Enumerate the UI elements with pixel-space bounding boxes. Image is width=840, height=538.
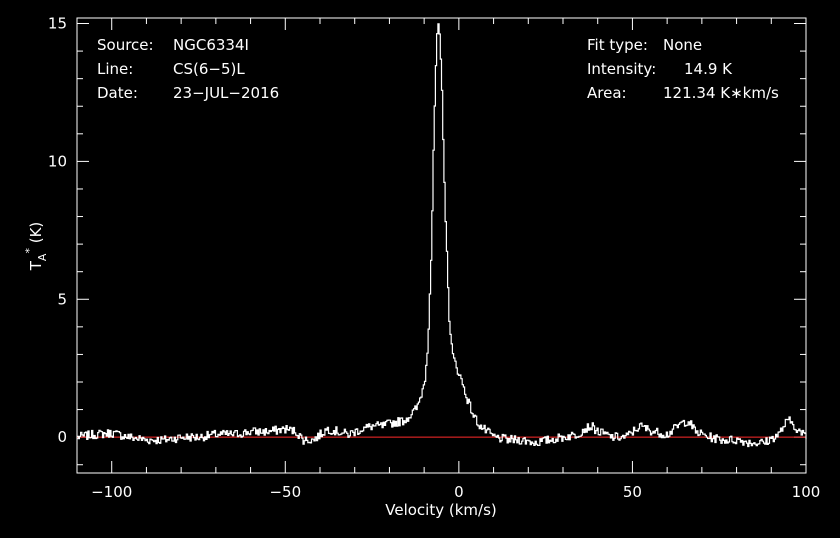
y-tick-label: 10	[48, 152, 67, 170]
annotation-source-key: Source:	[97, 36, 154, 54]
annotation-line-key: Line:	[97, 60, 133, 78]
annotation-intensity-value: 14.9 K	[684, 60, 733, 78]
y-axis-label-sub: A	[36, 253, 49, 261]
y-axis-label-unit: (K)	[27, 222, 45, 248]
annotation-source-value: NGC6334I	[173, 36, 249, 54]
y-axis-label-sup: *	[23, 248, 36, 254]
y-tick-label: 0	[57, 428, 67, 446]
annotation-fit-type-key: Fit type:	[587, 36, 648, 54]
plot-frame	[76, 17, 807, 474]
annotation-right: Fit type: None Intensity: 14.9 K Area: 1…	[587, 36, 779, 102]
annotation-area-key: Area:	[587, 84, 627, 102]
x-axis-label: Velocity (km/s)	[385, 501, 496, 519]
annotation-date-value: 23−JUL−2016	[173, 84, 279, 102]
annotation-left: Source: NGC6334I Line: CS(6−5)L Date: 23…	[97, 36, 279, 102]
annotation-date-key: Date:	[97, 84, 138, 102]
y-tick-label: 5	[57, 290, 67, 308]
annotation-area-value: 121.34 K∗km/s	[663, 84, 779, 102]
svg-text:TA* (K): TA* (K)	[23, 222, 49, 272]
annotation-intensity-key: Intensity:	[587, 60, 656, 78]
y-axis-label: TA* (K)	[23, 222, 49, 272]
x-tick-label: −100	[91, 483, 132, 501]
x-tick-label: −50	[269, 483, 301, 501]
y-axis-label-base: T	[27, 260, 45, 271]
annotation-fit-type-value: None	[663, 36, 702, 54]
annotation-line-value: CS(6−5)L	[173, 60, 245, 78]
y-tick-label: 15	[48, 15, 67, 33]
x-tick-label: 0	[454, 483, 464, 501]
x-tick-label: 100	[792, 483, 821, 501]
x-tick-label: 50	[623, 483, 642, 501]
spectrum-series-line	[77, 23, 807, 448]
